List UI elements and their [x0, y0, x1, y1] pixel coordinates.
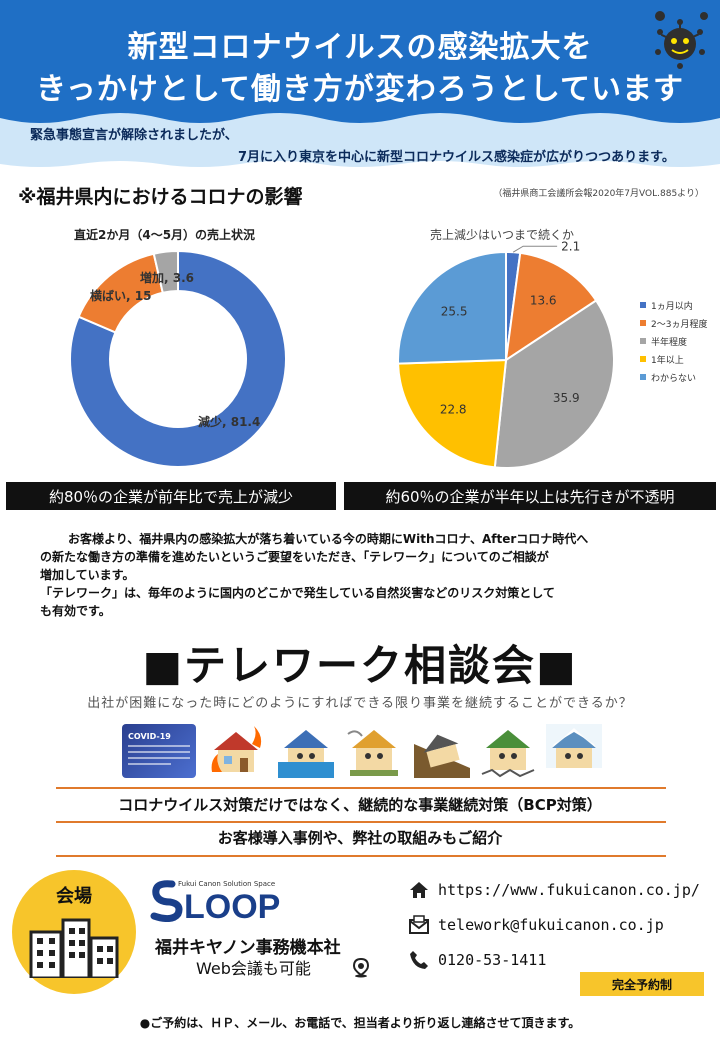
result-banner-left: 約80％の企業が前年比で売上が減少: [6, 482, 336, 510]
intro-line1: お客様より、福井県内の感染拡大が落ち着いている今の時期にWithコロナ、Afte…: [68, 532, 589, 546]
phone-icon: [408, 950, 430, 970]
donut-slice-3: [152, 249, 179, 294]
pie-label-2: 13.6: [530, 294, 557, 308]
venue-badge: 会場: [12, 870, 136, 994]
legend-item-1: 1ヵ月以内: [640, 296, 707, 314]
virus-icon: [655, 11, 708, 69]
house-earthquake-icon: [481, 730, 535, 778]
chart1-title: 直近2か月（4〜5月）の売上状況: [74, 228, 256, 242]
donut-label-2: 横ばい, 15: [90, 288, 151, 303]
telework-subtitle: 出社が困難になった時にどのようにすればできる限り事業を継続することができるか？: [87, 696, 633, 711]
donut-label-1: 減少, 81.4: [198, 414, 260, 429]
pie-leader-line: [512, 245, 558, 253]
email-address[interactable]: telework@fukuicanon.co.jp: [438, 916, 664, 934]
pie-slice-2: [504, 251, 598, 363]
web-conference-note: Web会議も可能: [196, 959, 311, 978]
house-landslide-icon: [414, 734, 470, 778]
intro-line5: も有効です。: [40, 604, 111, 618]
divider-bottom: [56, 855, 666, 857]
legend-swatch: [640, 320, 646, 326]
house-fire-icon: [211, 726, 262, 772]
intro-line4: 「テレワーク」は、毎年のように国内のどこかで発生している自然災害などのリスク対策…: [40, 586, 555, 600]
legend-item-5: わからない: [640, 368, 707, 386]
pie-label-3: 35.9: [553, 391, 580, 405]
house-flood-icon: [278, 730, 334, 778]
intro-line2: の新たな働き方の準備を進めたいというご要望をいただき、「テレワーク」についてのご…: [40, 550, 549, 564]
result-banner-right: 約60％の企業が半年以上は先行きが不透明: [344, 482, 716, 510]
phone-number[interactable]: 0120-53-1411: [438, 951, 547, 969]
bcp-line1: コロナウイルス対策だけではなく、継続的な事業継続対策（BCP対策）: [118, 796, 602, 814]
pie-label-1: 2.1: [561, 240, 580, 253]
contact-phone[interactable]: 0120-53-1411: [408, 950, 546, 970]
chart2-title: 売上減少はいつまで続くか: [430, 228, 575, 242]
sloop-logo: LOOP: [150, 880, 280, 922]
sloop-logo-text: LOOP: [184, 888, 280, 922]
home-icon: [408, 880, 430, 900]
house-storm-icon: [347, 730, 398, 776]
legend-swatch: [640, 338, 646, 344]
venue-company: 福井キヤノン事務機本社: [155, 938, 341, 958]
legend-label: わからない: [651, 373, 697, 384]
footer-note: ●ご予約は、ＨＰ、メール、お電話で、担当者より折り返し連絡させて頂きます。: [139, 1016, 581, 1030]
contact-email[interactable]: telework@fukuicanon.co.jp: [408, 915, 664, 935]
pie-slice-4: [397, 358, 508, 469]
pie-slice-5: [397, 250, 507, 365]
legend-swatch: [640, 302, 646, 308]
intro-paragraph: お客様より、福井県内の感染拡大が落ち着いている今の時期にWithコロナ、Afte…: [40, 530, 690, 620]
website-url[interactable]: https://www.fukuicanon.co.jp/: [438, 881, 700, 899]
legend-label: 1ヵ月以内: [651, 301, 693, 312]
location-pin-icon: [352, 958, 370, 978]
divider-middle: [56, 821, 666, 823]
mail-icon: [408, 915, 430, 935]
bcp-line2: お客様導入事例や、弊社の取組みもご紹介: [217, 829, 503, 847]
covid-card-image: COVID-19: [122, 724, 196, 778]
legend-label: 半年程度: [651, 337, 688, 348]
divider-top: [56, 787, 666, 789]
intro-line3: 増加しています。: [40, 568, 135, 582]
pie-label-5: 25.5: [441, 304, 468, 318]
legend-swatch: [640, 356, 646, 362]
duration-pie-chart: 2.1 13.6 35.9 22.8 25.5: [397, 240, 615, 469]
legend-swatch: [640, 374, 646, 380]
legend-item-3: 半年程度: [640, 332, 707, 350]
pie-label-4: 22.8: [440, 403, 467, 417]
contact-website[interactable]: https://www.fukuicanon.co.jp/: [408, 880, 700, 900]
sales-donut-chart: 減少, 81.4 横ばい, 15 増加, 3.6: [69, 249, 287, 468]
notice-band: [0, 110, 720, 178]
wave-decoration: [0, 110, 720, 178]
page-title-line2: きっかけとして働き方が変わろうとしています: [36, 72, 684, 107]
chart2-legend: 1ヵ月以内 2〜3ヵ月程度 半年程度 1年以上わからない: [640, 296, 707, 386]
source-note: （福井県商工会議所会報2020年7月VOL.885より）: [493, 189, 704, 199]
notice-line1: 緊急事態宣言が解除されましたが、: [30, 128, 238, 143]
page-title-line1: 新型コロナウイルスの感染拡大を: [127, 30, 593, 65]
legend-label: 1年以上: [651, 355, 684, 366]
building-icon: [29, 918, 119, 978]
house-snow-icon: [546, 724, 602, 778]
donut-slice-1: [69, 249, 287, 468]
notice-line2: 7月に入り東京を中心に新型コロナウイルス感染症が広がりつつあります。: [238, 150, 675, 165]
sloop-tagline: Fukui Canon Solution Space: [178, 880, 276, 888]
covid-card-label: COVID-19: [128, 732, 171, 741]
legend-item-4: 1年以上: [640, 350, 707, 368]
section-title: ※福井県内におけるコロナの影響: [18, 186, 303, 208]
legend-item-2: 2〜3ヵ月程度: [640, 314, 707, 332]
venue-label: 会場: [56, 886, 92, 907]
telework-title: ■テレワーク相談会■: [142, 641, 578, 690]
header-banner: 新型コロナウイルスの感染拡大を きっかけとして働き方が変わろうとしています: [0, 0, 720, 118]
donut-label-3: 増加, 3.6: [140, 270, 194, 285]
pie-slice-3: [493, 299, 615, 469]
reservation-badge: 完全予約制: [580, 972, 704, 996]
legend-label: 2〜3ヵ月程度: [651, 319, 708, 330]
